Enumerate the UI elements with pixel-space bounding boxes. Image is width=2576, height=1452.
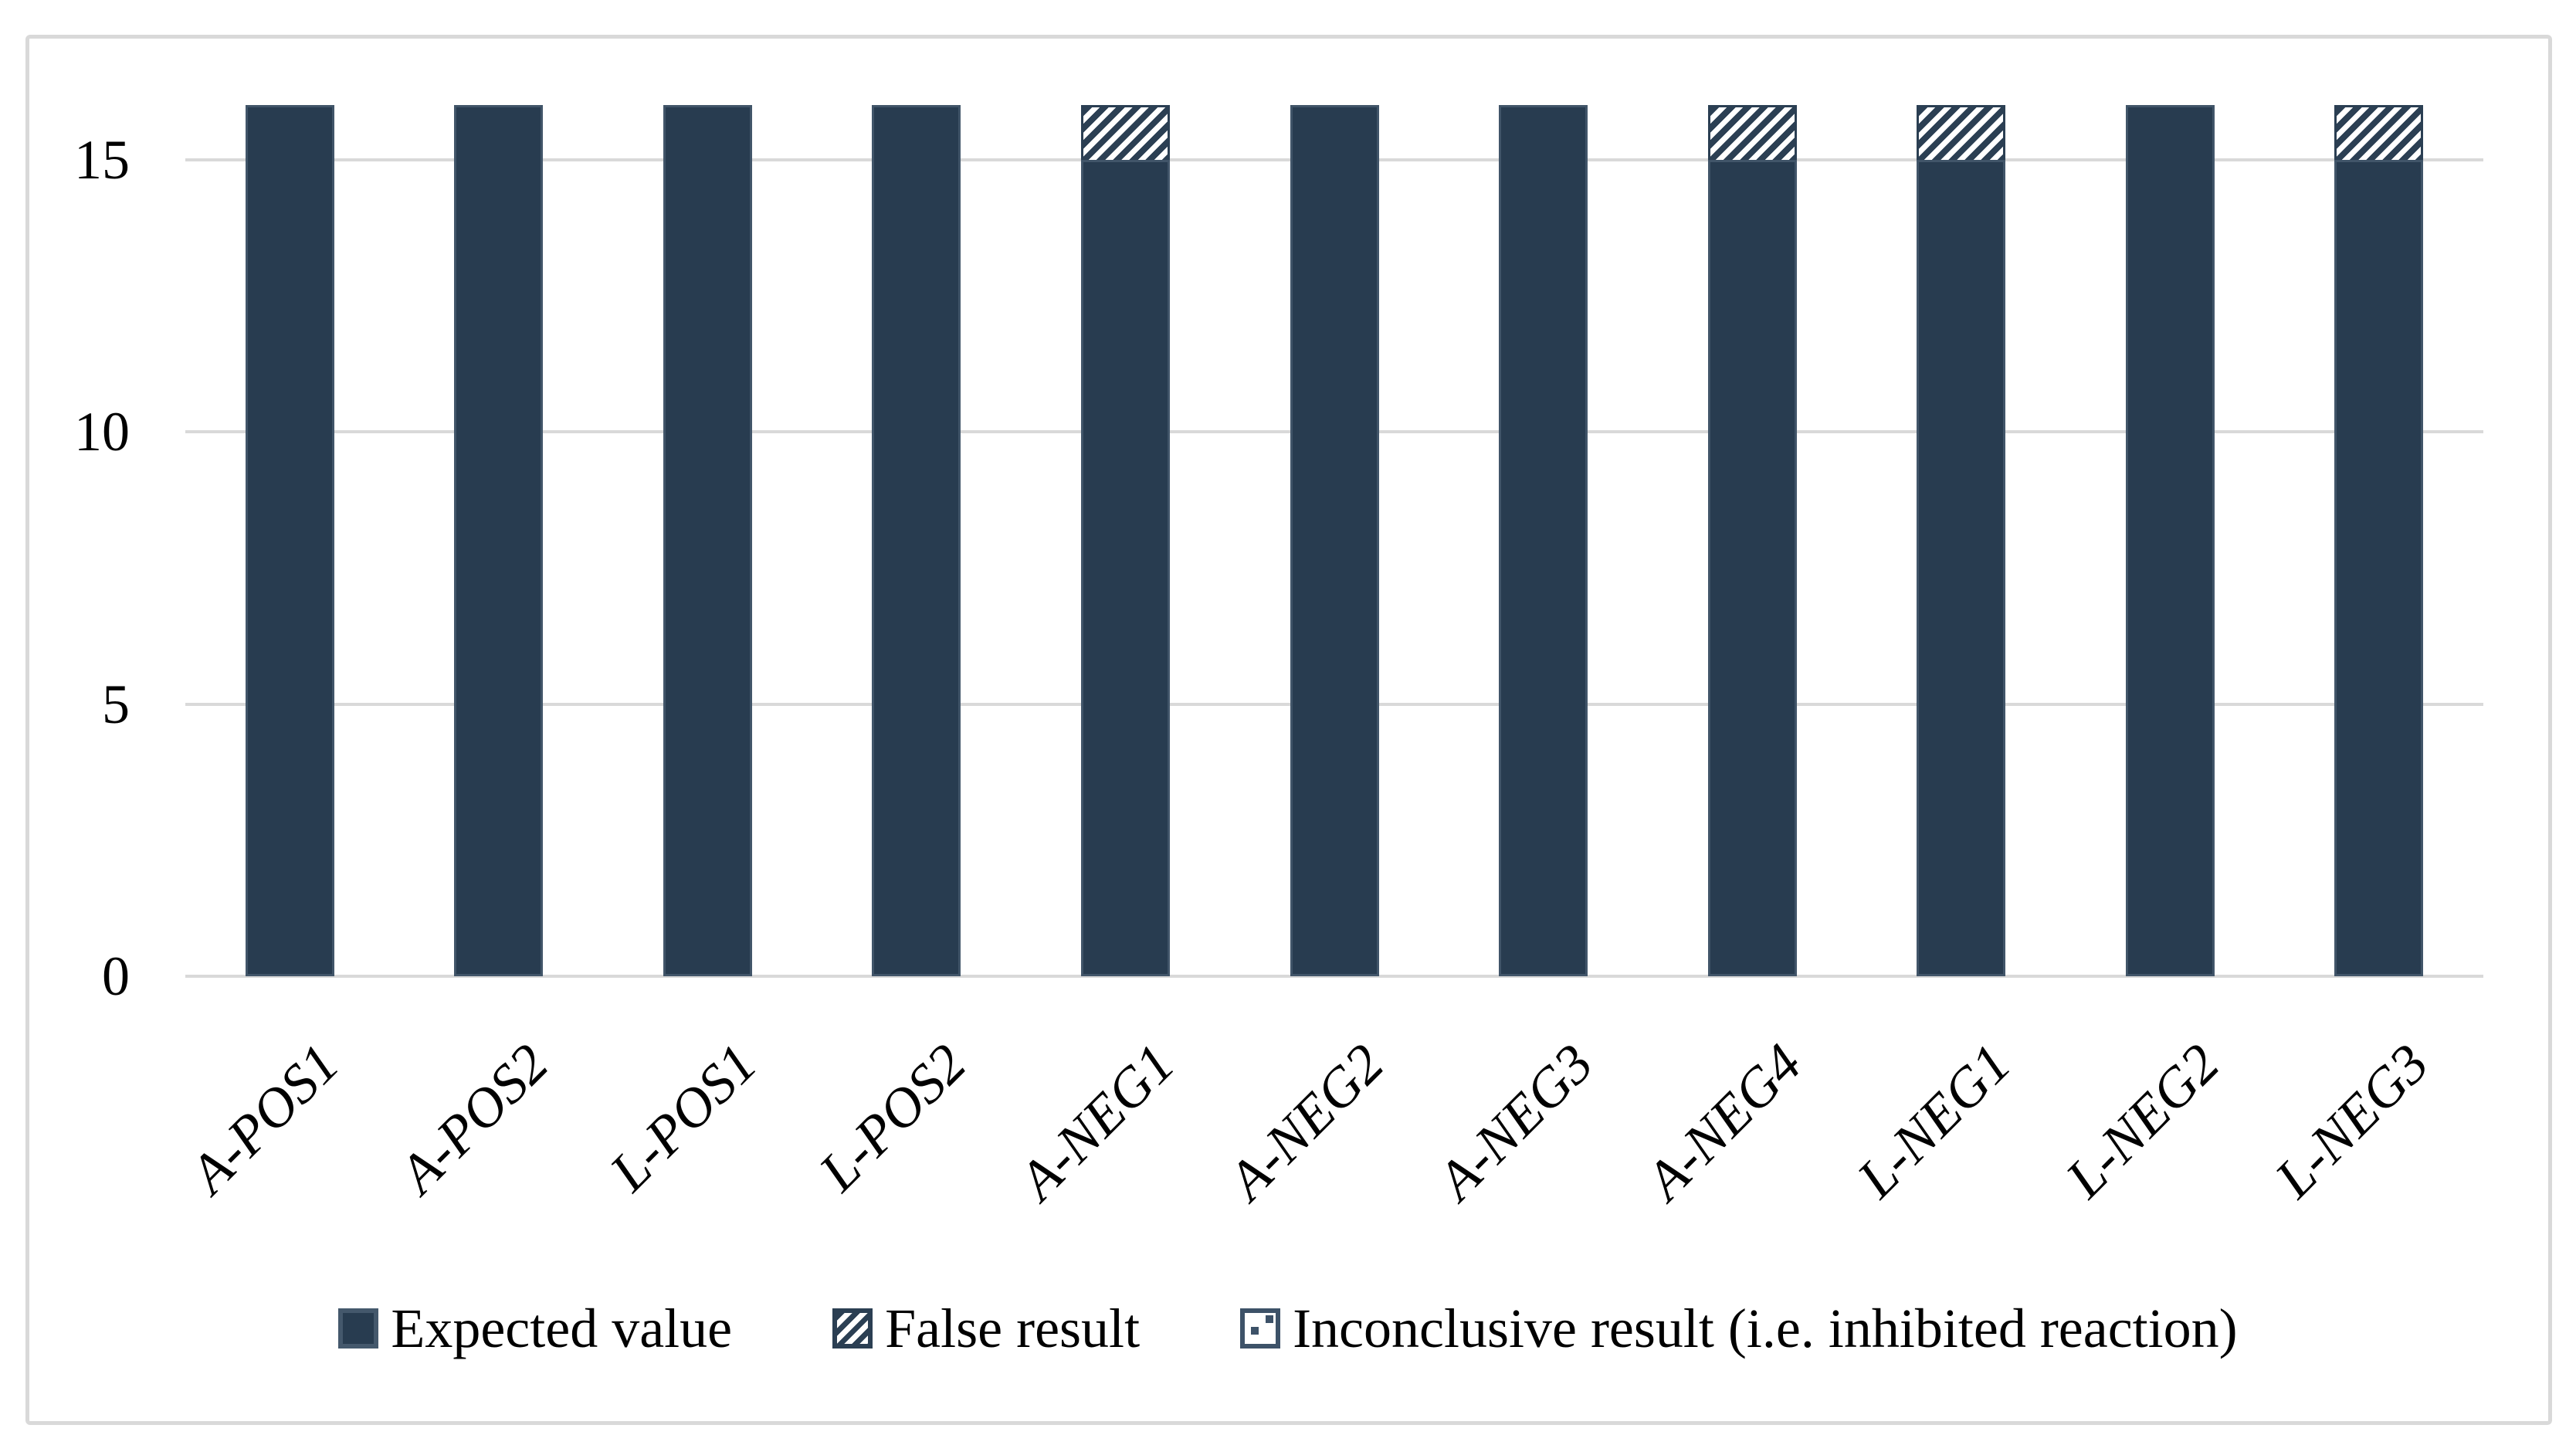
bar-a-pos1	[245, 105, 334, 976]
y-axis-tick-label: 10	[74, 401, 130, 463]
bar-a-neg4	[1707, 105, 1797, 976]
bar-segment-expected-value	[245, 105, 334, 976]
bar-segment-expected-value	[2334, 159, 2424, 976]
bar-segment-false-result	[2334, 105, 2424, 160]
bar-segment-expected-value	[1499, 105, 1588, 976]
legend-item-false-result: False result	[832, 1298, 1140, 1359]
legend-label-expected-value: Expected value	[391, 1298, 733, 1359]
dot-pattern-icon	[1251, 1327, 1259, 1335]
gridline-y-0	[185, 975, 2483, 978]
bar-segment-expected-value	[1917, 159, 2006, 976]
legend-label-inconclusive-result: Inconclusive result (i.e. inhibited reac…	[1293, 1298, 2238, 1359]
legend-swatch-solid-icon	[338, 1308, 379, 1349]
bar-segment-expected-value	[663, 105, 752, 976]
bar-a-pos2	[454, 105, 544, 976]
y-axis-tick-label: 5	[102, 673, 130, 735]
bar-segment-false-result	[1080, 105, 1170, 160]
legend-item-inconclusive-result: Inconclusive result (i.e. inhibited reac…	[1240, 1298, 2238, 1359]
bar-l-pos1	[663, 105, 752, 976]
legend-swatch-hatch-icon	[832, 1308, 873, 1349]
chart-legend: Expected value False result Inconclusive…	[31, 1298, 2545, 1359]
y-axis-tick-label: 15	[74, 128, 130, 191]
legend-item-expected-value: Expected value	[338, 1298, 732, 1359]
dot-pattern-icon	[1266, 1315, 1274, 1323]
bar-segment-expected-value	[1707, 159, 1797, 976]
bar-l-neg1	[1917, 105, 2006, 976]
bar-segment-expected-value	[1290, 105, 1379, 976]
legend-label-false-result: False result	[885, 1298, 1141, 1359]
y-axis-tick-label: 0	[102, 945, 130, 1007]
bar-segment-false-result	[1707, 105, 1797, 160]
legend-swatch-dots-icon	[1240, 1308, 1281, 1349]
bar-l-pos2	[872, 105, 961, 976]
bar-segment-false-result	[1917, 105, 2006, 160]
bar-segment-expected-value	[2125, 105, 2215, 976]
bar-a-neg3	[1499, 105, 1588, 976]
bar-l-neg3	[2334, 105, 2424, 976]
bar-l-neg2	[2125, 105, 2215, 976]
bar-a-neg2	[1290, 105, 1379, 976]
bar-a-neg1	[1080, 105, 1170, 976]
bar-segment-expected-value	[454, 105, 544, 976]
bar-segment-expected-value	[872, 105, 961, 976]
bar-segment-expected-value	[1080, 159, 1170, 976]
